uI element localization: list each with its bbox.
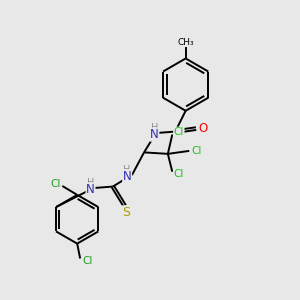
Text: Cl: Cl bbox=[50, 179, 60, 190]
Text: O: O bbox=[199, 122, 208, 135]
Text: H: H bbox=[151, 123, 158, 133]
Text: Cl: Cl bbox=[191, 146, 202, 156]
Text: Cl: Cl bbox=[174, 169, 184, 179]
Text: N: N bbox=[86, 183, 95, 196]
Text: H: H bbox=[87, 178, 94, 188]
Text: Cl: Cl bbox=[82, 256, 93, 266]
Text: S: S bbox=[122, 206, 130, 219]
Text: Cl: Cl bbox=[174, 127, 184, 137]
Text: N: N bbox=[150, 128, 159, 141]
Text: H: H bbox=[123, 165, 131, 175]
Text: CH₃: CH₃ bbox=[177, 38, 194, 46]
Text: N: N bbox=[123, 170, 131, 183]
